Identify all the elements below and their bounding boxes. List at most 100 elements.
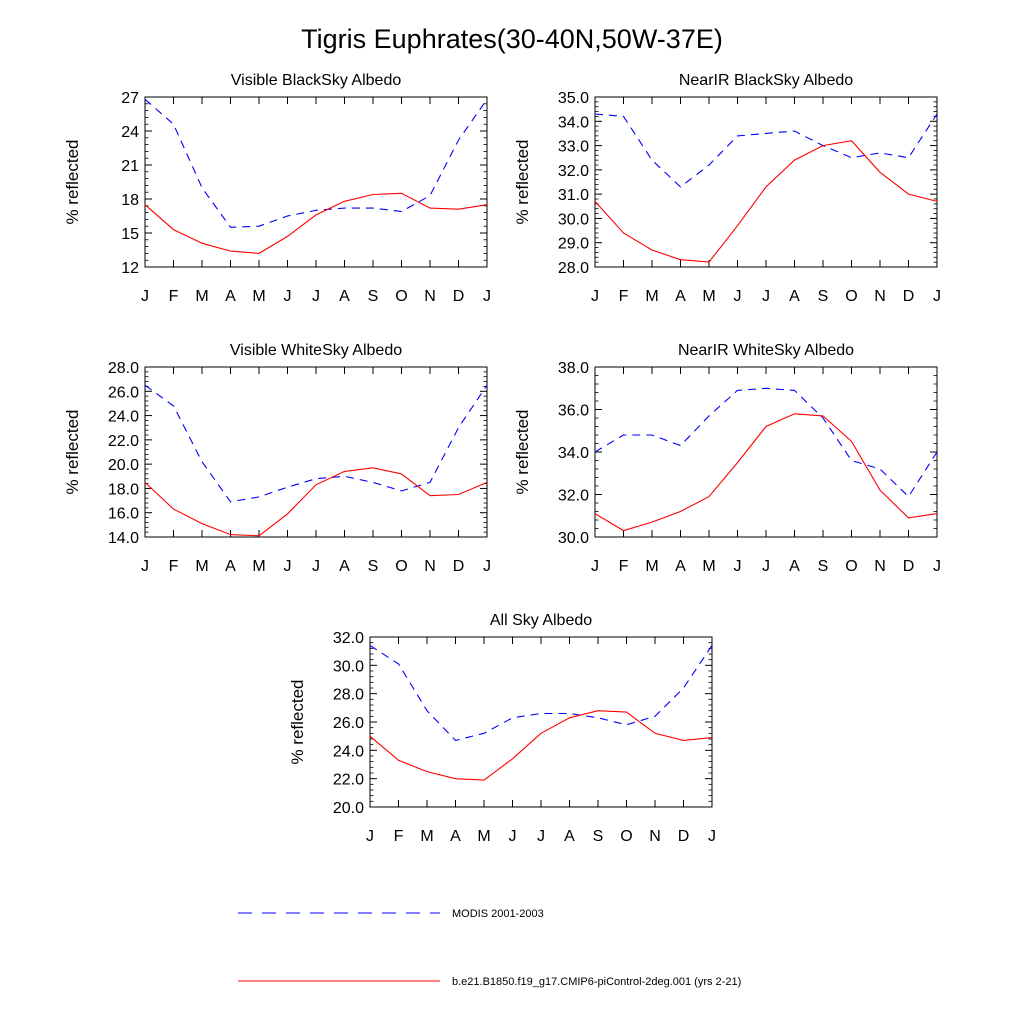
y-tick-label: 28.0: [333, 687, 364, 704]
y-tick-label: 26.0: [333, 715, 364, 732]
x-tick-label: J: [708, 828, 716, 845]
x-tick-label: J: [762, 558, 770, 575]
y-tick-label: 24.0: [333, 743, 364, 760]
x-tick-label: M: [645, 288, 658, 305]
x-tick-label: O: [395, 558, 407, 575]
series-line-model: [594, 413, 938, 532]
y-tick-label: 30.0: [333, 658, 364, 675]
y-tick-label: 24: [121, 124, 139, 141]
y-axis-label: % reflected: [513, 139, 532, 224]
x-tick-label: J: [284, 558, 292, 575]
y-tick-label: 18: [121, 192, 139, 209]
x-tick-label: A: [564, 828, 575, 845]
y-tick-label: 32.0: [558, 488, 589, 505]
x-tick-label: J: [141, 558, 149, 575]
y-tick-label: 21: [121, 158, 139, 175]
x-tick-label: M: [252, 558, 265, 575]
x-tick-label: J: [734, 558, 742, 575]
x-tick-label: A: [225, 288, 236, 305]
series-line-modis: [594, 387, 938, 498]
y-axis-label: % reflected: [513, 409, 532, 494]
x-tick-label: S: [818, 288, 829, 305]
plot-frame: [144, 366, 488, 538]
y-tick-label: 32.0: [333, 630, 364, 647]
plot-frame: [594, 366, 938, 538]
x-tick-label: J: [591, 558, 599, 575]
legend: MODIS 2001-2003 b.e21.B1850.f19_g17.CMIP…: [238, 908, 741, 988]
y-tick-label: 36.0: [558, 403, 589, 420]
x-tick-label: F: [169, 288, 179, 305]
x-tick-label: J: [537, 828, 545, 845]
x-tick-label: J: [933, 558, 941, 575]
x-tick-label: M: [195, 558, 208, 575]
panel-title: All Sky Albedo: [490, 612, 592, 629]
x-tick-label: J: [483, 288, 491, 305]
series-line-model: [144, 467, 488, 537]
x-tick-label: J: [734, 288, 742, 305]
y-tick-label: 30.0: [558, 530, 589, 547]
series-line-modis: [144, 98, 488, 228]
series-line-model: [144, 192, 488, 254]
plot-frame: [594, 96, 938, 268]
x-tick-label: J: [141, 288, 149, 305]
plot-frame: [369, 636, 713, 808]
x-tick-label: D: [903, 558, 915, 575]
x-tick-label: D: [453, 558, 465, 575]
legend-label-modis: MODIS 2001-2003: [452, 908, 544, 920]
x-tick-label: S: [593, 828, 604, 845]
x-tick-label: F: [169, 558, 179, 575]
y-tick-label: 22.0: [333, 772, 364, 789]
x-tick-label: M: [420, 828, 433, 845]
y-tick-label: 31.0: [558, 187, 589, 204]
x-tick-label: A: [675, 288, 686, 305]
plot-frame: [144, 96, 488, 268]
x-tick-label: F: [619, 288, 629, 305]
series-line-model: [594, 140, 938, 263]
panel-4: All Sky Albedo 20.0 22.0 24.0 26.0 28.0 30.0 32…: [288, 612, 716, 845]
x-tick-label: S: [368, 558, 379, 575]
y-tick-label: 15: [121, 226, 139, 243]
x-tick-label: J: [366, 828, 374, 845]
y-axis-label: % reflected: [63, 409, 82, 494]
x-tick-label: A: [225, 558, 236, 575]
y-tick-label: 16.0: [108, 506, 139, 523]
y-tick-label: 14.0: [108, 530, 139, 547]
x-tick-label: S: [818, 558, 829, 575]
x-tick-label: N: [649, 828, 661, 845]
y-tick-label: 34.0: [558, 114, 589, 131]
figure-title: Tigris Euphrates(30-40N,50W-37E): [301, 24, 723, 54]
x-tick-label: N: [424, 558, 436, 575]
y-tick-label: 35.0: [558, 90, 589, 107]
y-tick-label: 34.0: [558, 445, 589, 462]
y-tick-label: 24.0: [108, 409, 139, 426]
x-tick-label: J: [312, 288, 320, 305]
series-line-model: [369, 710, 713, 781]
panel-title: Visible WhiteSky Albedo: [230, 342, 402, 359]
y-tick-label: 29.0: [558, 236, 589, 253]
x-tick-label: M: [702, 558, 715, 575]
x-tick-label: A: [789, 558, 800, 575]
y-tick-label: 33.0: [558, 139, 589, 156]
panel-2: Visible WhiteSky Albedo 14.0 16.0 18.0 20.0 2…: [63, 342, 491, 575]
x-tick-label: O: [845, 558, 857, 575]
panel-title: Visible BlackSky Albedo: [231, 72, 402, 89]
y-tick-label: 22.0: [108, 433, 139, 450]
x-tick-label: J: [933, 288, 941, 305]
x-tick-label: D: [453, 288, 465, 305]
y-tick-label: 12: [121, 260, 139, 277]
x-tick-label: N: [424, 288, 436, 305]
x-tick-label: M: [195, 288, 208, 305]
y-tick-label: 28.0: [558, 260, 589, 277]
x-tick-label: A: [339, 558, 350, 575]
x-tick-label: S: [368, 288, 379, 305]
x-tick-label: A: [675, 558, 686, 575]
x-tick-label: J: [284, 288, 292, 305]
panel-title: NearIR BlackSky Albedo: [679, 72, 853, 89]
series-line-modis: [144, 384, 488, 503]
x-tick-label: M: [477, 828, 490, 845]
x-tick-label: M: [645, 558, 658, 575]
y-tick-label: 26.0: [108, 384, 139, 401]
y-tick-label: 18.0: [108, 481, 139, 498]
x-tick-label: O: [845, 288, 857, 305]
